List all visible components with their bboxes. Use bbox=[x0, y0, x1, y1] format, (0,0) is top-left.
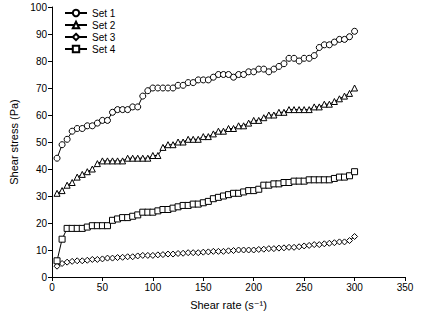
svg-text:90: 90 bbox=[36, 29, 48, 40]
svg-text:350: 350 bbox=[397, 282, 414, 293]
svg-text:Set 4: Set 4 bbox=[92, 44, 116, 55]
svg-text:250: 250 bbox=[296, 282, 313, 293]
svg-text:200: 200 bbox=[245, 282, 262, 293]
svg-text:70: 70 bbox=[36, 83, 48, 94]
svg-text:Set 1: Set 1 bbox=[92, 8, 116, 19]
svg-text:80: 80 bbox=[36, 56, 48, 67]
svg-text:40: 40 bbox=[36, 164, 48, 175]
svg-text:150: 150 bbox=[195, 282, 212, 293]
svg-text:10: 10 bbox=[36, 245, 48, 256]
svg-text:50: 50 bbox=[36, 137, 48, 148]
svg-text:Shear stress (Pa): Shear stress (Pa) bbox=[8, 99, 20, 185]
svg-text:50: 50 bbox=[97, 282, 109, 293]
svg-text:100: 100 bbox=[145, 282, 162, 293]
svg-text:100: 100 bbox=[30, 2, 47, 13]
svg-text:30: 30 bbox=[36, 191, 48, 202]
svg-text:0: 0 bbox=[49, 282, 55, 293]
svg-text:Set 3: Set 3 bbox=[92, 32, 116, 43]
svg-text:Shear rate (s⁻¹): Shear rate (s⁻¹) bbox=[190, 299, 267, 311]
svg-text:60: 60 bbox=[36, 110, 48, 121]
svg-text:Set 2: Set 2 bbox=[92, 20, 116, 31]
svg-text:20: 20 bbox=[36, 218, 48, 229]
svg-text:0: 0 bbox=[41, 272, 47, 283]
svg-text:300: 300 bbox=[346, 282, 363, 293]
